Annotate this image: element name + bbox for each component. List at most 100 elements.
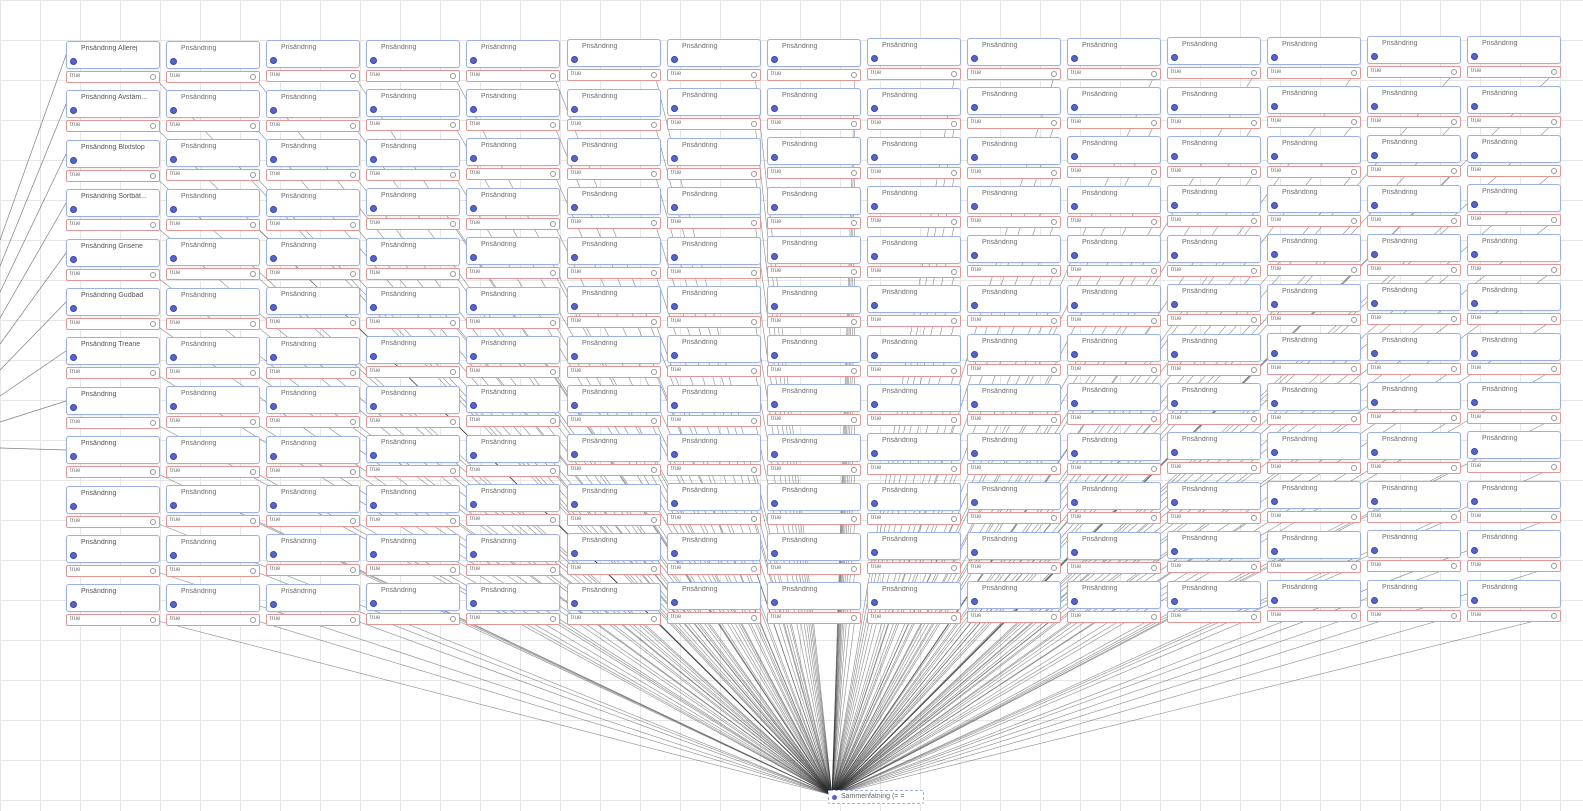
input-port[interactable]	[370, 452, 377, 459]
boolean-value-node[interactable]: true	[366, 613, 460, 625]
input-port[interactable]	[70, 453, 77, 460]
output-port[interactable]	[1451, 316, 1457, 322]
output-port[interactable]	[450, 518, 456, 524]
string-node[interactable]: Prisändring	[166, 90, 260, 118]
output-port[interactable]	[250, 518, 256, 524]
boolean-value-node[interactable]: true	[366, 416, 460, 428]
output-port[interactable]	[851, 566, 857, 572]
string-node[interactable]: Prisändring	[1067, 136, 1161, 164]
input-port[interactable]	[1271, 54, 1278, 61]
boolean-value-node[interactable]: true	[366, 169, 460, 181]
string-node[interactable]: Prisändring	[366, 139, 460, 167]
output-port[interactable]	[1451, 267, 1457, 273]
input-port[interactable]	[1371, 202, 1378, 209]
string-node[interactable]: Prisändring	[1467, 580, 1561, 608]
input-port[interactable]	[1071, 203, 1078, 210]
input-port[interactable]	[270, 502, 277, 509]
string-node[interactable]: Prisändring	[1167, 87, 1261, 115]
input-port[interactable]	[1471, 448, 1478, 455]
boolean-value-node[interactable]: true	[867, 167, 961, 179]
input-port[interactable]	[871, 154, 878, 161]
string-node[interactable]: Prisändring	[567, 533, 661, 561]
output-port[interactable]	[450, 419, 456, 425]
output-port[interactable]	[250, 123, 256, 129]
boolean-value-node[interactable]: true	[66, 170, 160, 182]
string-node[interactable]: Prisändring Blixtstop	[66, 140, 160, 168]
boolean-value-node[interactable]: true	[1267, 314, 1361, 326]
boolean-value-node[interactable]: true	[967, 315, 1061, 327]
string-node[interactable]: Prisändring	[66, 486, 160, 514]
string-node[interactable]: Prisändring Allerej	[66, 41, 160, 69]
boolean-value-node[interactable]: true	[1467, 214, 1561, 226]
string-node[interactable]: Prisändring	[1167, 581, 1261, 609]
boolean-value-node[interactable]: true	[1367, 462, 1461, 474]
input-port[interactable]	[1471, 152, 1478, 159]
boolean-value-node[interactable]: true	[567, 514, 661, 526]
string-node[interactable]: Prisändring	[1267, 86, 1361, 114]
boolean-value-node[interactable]: true	[366, 119, 460, 131]
output-port[interactable]	[550, 320, 556, 326]
string-node[interactable]: Prisändring Avstäm...	[66, 90, 160, 118]
output-port[interactable]	[651, 171, 657, 177]
boolean-value-node[interactable]: true	[366, 465, 460, 477]
string-node[interactable]: Prisändring	[767, 335, 861, 363]
input-port[interactable]	[70, 404, 77, 411]
string-node[interactable]: Prisändring	[1167, 531, 1261, 559]
input-port[interactable]	[971, 252, 978, 259]
boolean-value-node[interactable]: true	[1167, 215, 1261, 227]
input-port[interactable]	[871, 253, 878, 260]
string-node[interactable]: Prisändring	[366, 386, 460, 414]
input-port[interactable]	[1071, 252, 1078, 259]
string-node[interactable]: Prisändring	[867, 384, 961, 412]
input-port[interactable]	[571, 106, 578, 113]
boolean-value-node[interactable]: true	[1267, 264, 1361, 276]
boolean-value-node[interactable]: true	[366, 564, 460, 576]
input-port[interactable]	[871, 401, 878, 408]
boolean-value-node[interactable]: true	[66, 367, 160, 379]
input-port[interactable]	[270, 601, 277, 608]
output-port[interactable]	[951, 368, 957, 374]
input-port[interactable]	[671, 303, 678, 310]
output-port[interactable]	[1251, 416, 1257, 422]
boolean-value-node[interactable]: true	[1067, 463, 1161, 475]
input-port[interactable]	[470, 452, 477, 459]
output-port[interactable]	[450, 369, 456, 375]
output-port[interactable]	[1151, 565, 1157, 571]
boolean-value-node[interactable]: true	[1367, 610, 1461, 622]
boolean-value-node[interactable]: true	[667, 365, 761, 377]
input-port[interactable]	[871, 105, 878, 112]
input-port[interactable]	[1471, 498, 1478, 505]
boolean-value-node[interactable]: true	[166, 71, 260, 83]
output-port[interactable]	[1051, 417, 1057, 423]
input-port[interactable]	[1171, 400, 1178, 407]
boolean-value-node[interactable]: true	[867, 216, 961, 228]
output-port[interactable]	[1551, 415, 1557, 421]
input-port[interactable]	[1071, 104, 1078, 111]
input-port[interactable]	[470, 304, 477, 311]
boolean-value-node[interactable]: true	[366, 515, 460, 527]
boolean-value-node[interactable]: true	[567, 464, 661, 476]
string-node[interactable]: Prisändring	[567, 39, 661, 67]
output-port[interactable]	[550, 221, 556, 227]
output-port[interactable]	[1251, 367, 1257, 373]
input-port[interactable]	[370, 551, 377, 558]
string-node[interactable]: Prisändring	[1367, 530, 1461, 558]
output-port[interactable]	[550, 418, 556, 424]
input-port[interactable]	[470, 551, 477, 558]
output-port[interactable]	[1451, 563, 1457, 569]
boolean-value-node[interactable]: true	[1467, 461, 1561, 473]
boolean-value-node[interactable]: true	[66, 318, 160, 330]
string-node[interactable]: Prisändring	[967, 334, 1061, 362]
boolean-value-node[interactable]: true	[1167, 561, 1261, 573]
string-node[interactable]: Prisändring	[567, 385, 661, 413]
boolean-value-node[interactable]: true	[867, 118, 961, 130]
boolean-value-node[interactable]: true	[967, 216, 1061, 228]
string-node[interactable]: Prisändring Treane	[66, 337, 160, 365]
string-node[interactable]: Prisändring	[466, 336, 560, 364]
input-port[interactable]	[170, 107, 177, 114]
string-node[interactable]: Prisändring	[667, 533, 761, 561]
input-port[interactable]	[270, 107, 277, 114]
boolean-value-node[interactable]: true	[1467, 66, 1561, 78]
boolean-value-node[interactable]: true	[967, 117, 1061, 129]
string-node[interactable]: Prisändring	[1467, 36, 1561, 64]
